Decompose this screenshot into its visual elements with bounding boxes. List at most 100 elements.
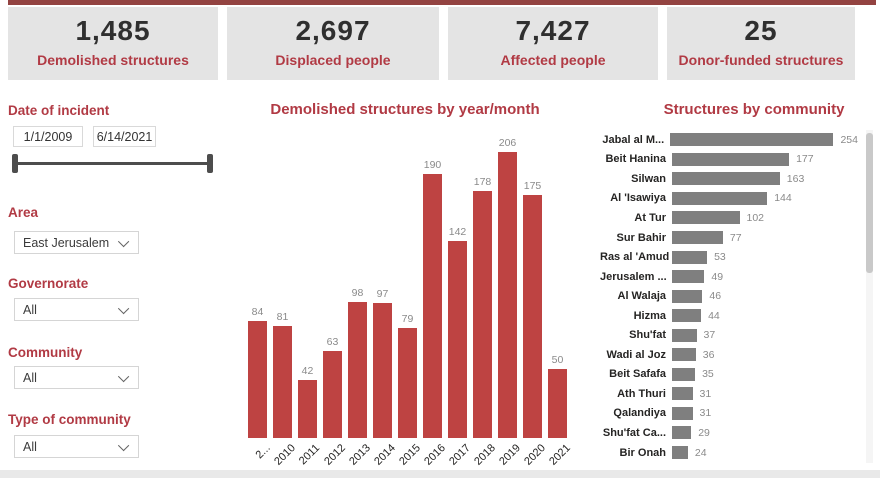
community-chart-title: Structures by community — [663, 101, 845, 118]
community-bar[interactable] — [672, 152, 790, 166]
community-bar[interactable] — [672, 426, 692, 440]
community-bar[interactable] — [672, 387, 693, 401]
bar-value-label: 178 — [473, 176, 492, 188]
community-row: Al 'Isawiya 144 — [600, 189, 858, 209]
top-accent-strip — [8, 0, 876, 5]
year-bar[interactable] — [548, 369, 567, 438]
year-month-chart-plot: 84 2... 81 2010 42 2011 63 2012 98 2013 97 2014 79 20… — [239, 137, 572, 468]
x-axis-label: 2015 — [396, 442, 423, 468]
chevron-down-icon — [117, 235, 130, 247]
area-dropdown-value: East Jerusalem — [23, 235, 110, 250]
area-label: Area — [8, 205, 39, 220]
year-bar[interactable] — [373, 303, 392, 438]
year-month-chart-title: Demolished structures by year/month — [270, 101, 540, 118]
kpi-value: 25 — [744, 15, 778, 46]
x-axis-label: 2011 — [297, 442, 323, 468]
community-bar[interactable] — [672, 328, 697, 342]
year-bar[interactable] — [348, 302, 367, 438]
year-bar[interactable] — [498, 152, 517, 438]
year-bar[interactable] — [323, 351, 342, 438]
community-label: Sur Bahir — [616, 231, 666, 244]
year-bar[interactable] — [423, 174, 442, 438]
community-label: Ath Thuri — [617, 387, 666, 400]
year-bar[interactable] — [473, 191, 492, 438]
date-start-input[interactable]: 1/1/2009 — [13, 126, 83, 147]
community-value-label: 24 — [694, 446, 707, 459]
bar-value-label: 79 — [401, 313, 414, 325]
governorate-label: Governorate — [8, 276, 89, 291]
community-bar[interactable] — [672, 309, 702, 323]
year-bar[interactable] — [398, 328, 417, 438]
kpi-value: 1,485 — [75, 15, 151, 46]
year-bar[interactable] — [448, 241, 467, 438]
community-bar[interactable] — [672, 367, 696, 381]
type-of-community-dropdown[interactable]: All — [14, 435, 139, 458]
community-chart-scrollbar[interactable] — [866, 130, 873, 463]
community-label: Al Walaja — [617, 290, 667, 303]
year-bar[interactable] — [248, 321, 267, 438]
community-row: Ras al 'Amud 53 — [600, 247, 858, 267]
bar-value-label: 97 — [376, 288, 389, 300]
community-bar[interactable] — [672, 191, 768, 205]
community-bar[interactable] — [672, 446, 688, 460]
community-value-label: 36 — [702, 348, 715, 361]
community-value-label: 53 — [714, 251, 726, 264]
community-value-label: 77 — [729, 231, 742, 244]
community-value-label: 163 — [786, 172, 805, 185]
community-row: Qalandiya 31 — [600, 404, 858, 424]
governorate-dropdown[interactable]: All — [14, 298, 139, 321]
community-row: Shu'fat Ca... 29 — [600, 423, 858, 443]
community-label: At Tur — [634, 211, 666, 224]
date-range-slider[interactable] — [14, 162, 211, 165]
community-row: Beit Hanina 177 — [600, 150, 858, 170]
governorate-dropdown-value: All — [23, 302, 37, 317]
community-bar[interactable] — [672, 348, 696, 362]
community-bar[interactable] — [670, 133, 834, 147]
date-end-input[interactable]: 6/14/2021 — [93, 126, 156, 147]
kpi-value: 2,697 — [295, 15, 371, 46]
kpi-card-demolished: 1,485 Demolished structures — [8, 7, 218, 80]
type-of-community-dropdown-value: All — [23, 439, 37, 454]
community-row: At Tur 102 — [600, 208, 858, 228]
kpi-label: Displaced people — [275, 51, 391, 68]
community-value-label: 31 — [699, 387, 712, 400]
date-of-incident-label: Date of incident — [8, 103, 110, 118]
community-value-label: 35 — [702, 368, 714, 381]
type-of-community-label: Type of community — [8, 412, 131, 427]
year-bar[interactable] — [523, 195, 542, 438]
community-bar[interactable] — [672, 231, 723, 244]
x-axis-label: 2012 — [321, 442, 348, 468]
community-value-label: 102 — [746, 211, 765, 224]
community-bar[interactable] — [672, 211, 740, 225]
date-slider-handle-start[interactable] — [12, 154, 18, 173]
date-slider-handle-end[interactable] — [207, 154, 213, 173]
community-bar[interactable] — [672, 406, 693, 420]
community-value-label: 37 — [703, 329, 716, 342]
year-bar[interactable] — [298, 380, 317, 438]
bar-value-label: 175 — [523, 180, 542, 192]
community-value-label: 254 — [840, 133, 858, 146]
community-bar[interactable] — [672, 270, 705, 284]
bar-value-label: 98 — [351, 287, 364, 299]
community-label: Hizma — [633, 309, 666, 322]
community-label: Qalandiya — [613, 407, 666, 420]
community-bar[interactable] — [672, 289, 703, 303]
chevron-down-icon — [117, 302, 130, 314]
bar-value-label: 63 — [326, 336, 339, 348]
community-bar[interactable] — [672, 250, 708, 264]
community-label: Wadi al Joz — [606, 348, 667, 361]
bar-value-label: 142 — [448, 226, 467, 238]
community-label: Jerusalem ... — [600, 270, 667, 283]
community-label: Shu'fat — [629, 329, 666, 342]
community-label: Ras al 'Amud — [600, 251, 670, 264]
x-axis-label: 2018 — [471, 442, 498, 468]
community-value-label: 49 — [711, 270, 724, 283]
community-dropdown[interactable]: All — [14, 366, 139, 389]
area-dropdown[interactable]: East Jerusalem — [14, 231, 139, 254]
community-row: Wadi al Joz 36 — [600, 345, 858, 365]
year-bar[interactable] — [273, 326, 292, 438]
community-bar[interactable] — [672, 172, 780, 186]
bar-value-label: 50 — [551, 354, 564, 366]
community-label: Bir Onah — [619, 446, 666, 459]
scrollbar-thumb[interactable] — [866, 133, 873, 273]
